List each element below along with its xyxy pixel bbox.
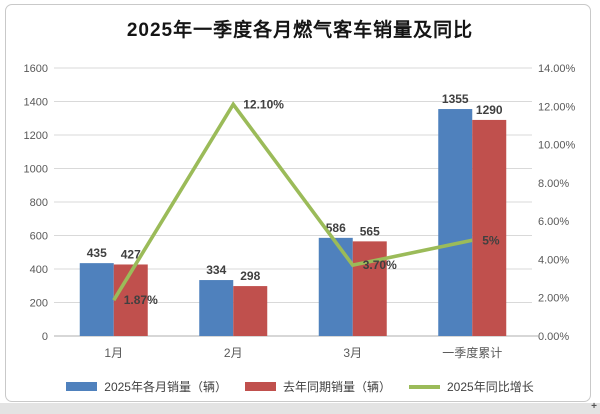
legend-bar-swatch xyxy=(66,382,98,391)
bar-value-label: 565 xyxy=(360,224,380,238)
bar-current xyxy=(199,280,234,336)
bar-value-label: 298 xyxy=(240,269,260,283)
line-point-label: 3.70% xyxy=(363,258,397,272)
left-axis-tick-label: 200 xyxy=(30,298,48,310)
line-point-label: 12.10% xyxy=(243,97,284,111)
bar-current xyxy=(438,109,473,336)
right-axis-tick-label: 4.00% xyxy=(538,254,569,266)
x-axis-category-label: 2月 xyxy=(224,346,243,360)
left-axis-tick-label: 1200 xyxy=(24,130,48,142)
x-axis-category-label: 1月 xyxy=(104,346,123,360)
right-axis-tick-label: 14.00% xyxy=(538,63,576,75)
right-axis-tick-label: 6.00% xyxy=(538,216,569,228)
bar-value-label: 334 xyxy=(206,263,226,277)
bar-previous xyxy=(233,286,268,336)
legend: 2025年各月销量（辆） 去年同期销量（辆） 2025年同比增长 xyxy=(0,378,600,395)
right-axis-tick-label: 2.00% xyxy=(538,293,569,305)
legend-item: 2025年同比增长 xyxy=(409,378,534,395)
mouse-cursor-icon: + xyxy=(591,401,597,412)
bar-value-label: 1290 xyxy=(476,103,503,117)
legend-label: 2025年各月销量（辆） xyxy=(104,380,227,394)
left-axis-tick-label: 0 xyxy=(42,331,48,343)
line-point-label: 1.87% xyxy=(124,293,158,307)
left-axis-tick-label: 1600 xyxy=(24,63,48,75)
bar-value-label: 586 xyxy=(326,221,346,235)
bar-current xyxy=(318,237,353,336)
right-axis-tick-label: 10.00% xyxy=(538,140,576,152)
right-axis-tick-label: 8.00% xyxy=(538,178,569,190)
right-axis-tick-label: 0.00% xyxy=(538,331,569,343)
x-axis-category-label: 3月 xyxy=(343,346,362,360)
left-axis-tick-label: 1000 xyxy=(24,164,48,176)
legend-item: 2025年各月销量（辆） xyxy=(66,378,227,395)
left-axis-tick-label: 1400 xyxy=(24,97,48,109)
left-axis-tick-label: 400 xyxy=(30,264,48,276)
legend-bar-swatch xyxy=(244,382,276,391)
right-axis-tick-label: 12.00% xyxy=(538,101,576,113)
x-axis-category-label: 一季度累计 xyxy=(442,345,502,360)
legend-label: 2025年同比增长 xyxy=(447,380,534,394)
bar-value-label: 435 xyxy=(87,246,107,260)
page-background-strip xyxy=(0,403,600,414)
bar-value-label: 1355 xyxy=(442,92,469,106)
bar-previous xyxy=(113,264,148,336)
legend-item: 去年同期销量（辆） xyxy=(244,378,391,395)
legend-line-swatch xyxy=(409,384,440,389)
legend-label: 去年同期销量（辆） xyxy=(282,380,391,394)
bar-value-label: 427 xyxy=(121,247,141,261)
chart-title: 2025年一季度各月燃气客车销量及同比 xyxy=(126,20,474,41)
bar-previous xyxy=(472,119,507,336)
left-axis-tick-label: 800 xyxy=(30,197,48,209)
bar-current xyxy=(79,263,114,336)
growth-line xyxy=(112,101,473,302)
line-point-label: 5% xyxy=(482,233,500,247)
bar-previous xyxy=(352,241,387,336)
left-axis-tick-label: 600 xyxy=(30,231,48,243)
